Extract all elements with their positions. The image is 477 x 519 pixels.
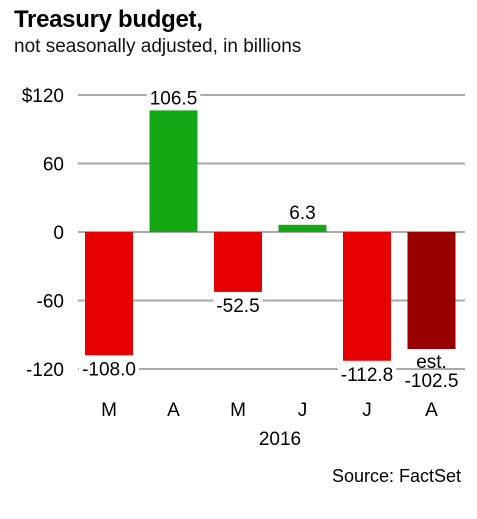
- x-category-label: A: [167, 400, 180, 421]
- bar: [407, 232, 456, 350]
- y-tick-label: -60: [37, 292, 64, 313]
- data-label: -112.8: [341, 365, 393, 386]
- y-tick-label: $120: [22, 86, 64, 107]
- data-label: -102.5: [405, 371, 459, 392]
- y-axis-ticks: $120 60 0 -60 -120: [22, 86, 64, 381]
- y-tick-label: 0: [53, 223, 64, 244]
- bar: [214, 232, 262, 292]
- x-category-label: J: [298, 400, 308, 421]
- x-category-label: M: [230, 400, 246, 421]
- data-label: -52.5: [216, 296, 259, 317]
- data-label-background: [337, 363, 397, 385]
- gridlines: [78, 94, 465, 370]
- data-label: -108.0: [82, 359, 136, 380]
- bar: [149, 110, 198, 232]
- y-tick-label: 60: [43, 155, 64, 176]
- data-label: 6.3: [289, 203, 315, 224]
- bars: [85, 110, 456, 361]
- x-category-label: M: [101, 400, 117, 421]
- data-label-background: [146, 87, 201, 109]
- bar: [343, 232, 391, 361]
- x-category-label: A: [425, 400, 438, 421]
- chart-title: Treasury budget,: [14, 6, 203, 33]
- estimate-label: est.: [416, 352, 447, 373]
- bar: [85, 232, 133, 356]
- bar: [278, 224, 327, 232]
- y-tick-label: -120: [26, 360, 64, 381]
- chart-subtitle: not seasonally adjusted, in billions: [14, 36, 302, 57]
- x-category-label: J: [362, 400, 372, 421]
- data-label-background: [213, 294, 263, 316]
- source-note: Source: FactSet: [331, 466, 461, 486]
- data-labels: -108.0 106.5 -52.5 6.3 -112.8 est.-102.5: [79, 87, 458, 392]
- data-label-background: [286, 201, 319, 223]
- data-label-background: [79, 358, 139, 380]
- data-label: 106.5: [150, 88, 198, 109]
- x-axis-year-label: 2016: [259, 429, 301, 450]
